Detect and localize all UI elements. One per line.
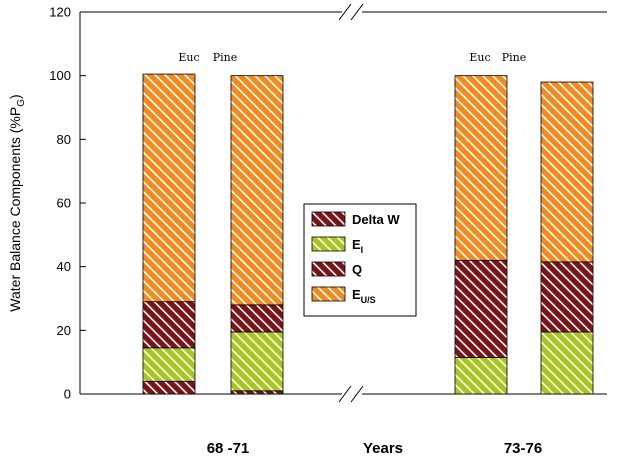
legend-label: EU/S [352,287,376,305]
x-axis-title: Years [363,440,403,457]
legend: Delta W EI Q EU/S [303,203,417,317]
bar-segment-e-u-s [142,73,196,303]
y-axis-title: Water Balance Components (%PG) [7,94,27,311]
axis-break-mark [338,3,352,21]
bar-segment-e-i [454,356,508,395]
y-tick-label: 20 [57,323,71,338]
bar-segment-e-i [142,347,196,382]
bar-segment-e-u-s [540,81,594,263]
bar-segment-q [142,301,196,349]
bar-top-label: Euc [178,51,199,64]
bar-stack [142,73,196,395]
bar-segment-q [454,259,508,358]
legend-swatch [311,211,346,227]
axis-break-mark [350,3,364,21]
bar-stack [454,75,508,395]
y-tick-label: 40 [57,259,71,274]
y-tick-label: 80 [57,132,71,147]
group-label: 68 -71 [207,440,250,457]
y-tick-label: 60 [57,196,71,211]
bar-top-label: Pine [502,51,527,64]
legend-label: EI [352,237,363,255]
bars [142,73,594,395]
group-label: 73-76 [504,440,542,457]
legend-entry: Delta W [311,211,400,227]
bar-stack [230,75,284,395]
bar-segment-e-u-s [230,75,284,306]
y-tick-label: 0 [64,387,71,402]
bar-segment-q [230,304,284,333]
bar-stack [540,81,594,395]
y-tick-label: 120 [49,5,71,20]
bar-segment-delta-w [142,380,196,395]
labels: Water Balance Components (%PG) Euc Pine Euc… [7,51,542,457]
legend-label: Delta W [352,212,400,227]
bar-segment-delta-w [230,390,284,395]
legend-swatch [311,261,346,277]
axis-break-mark [338,385,352,403]
bar-segment-e-i [540,331,594,395]
legend-entry: EU/S [311,286,376,305]
legend-entry: Q [311,261,362,277]
axis-break-mark [350,385,364,403]
legend-swatch [311,236,346,252]
bar-segment-q [540,261,594,333]
legend-swatch [311,286,346,302]
legend-entry: EI [311,236,363,255]
bar-segment-e-i [230,331,284,392]
bar-segment-e-u-s [454,75,508,261]
y-tick-label: 100 [49,68,71,83]
bar-top-label: Euc [469,51,490,64]
legend-label: Q [352,262,362,277]
bar-top-label: Pine [213,51,238,64]
